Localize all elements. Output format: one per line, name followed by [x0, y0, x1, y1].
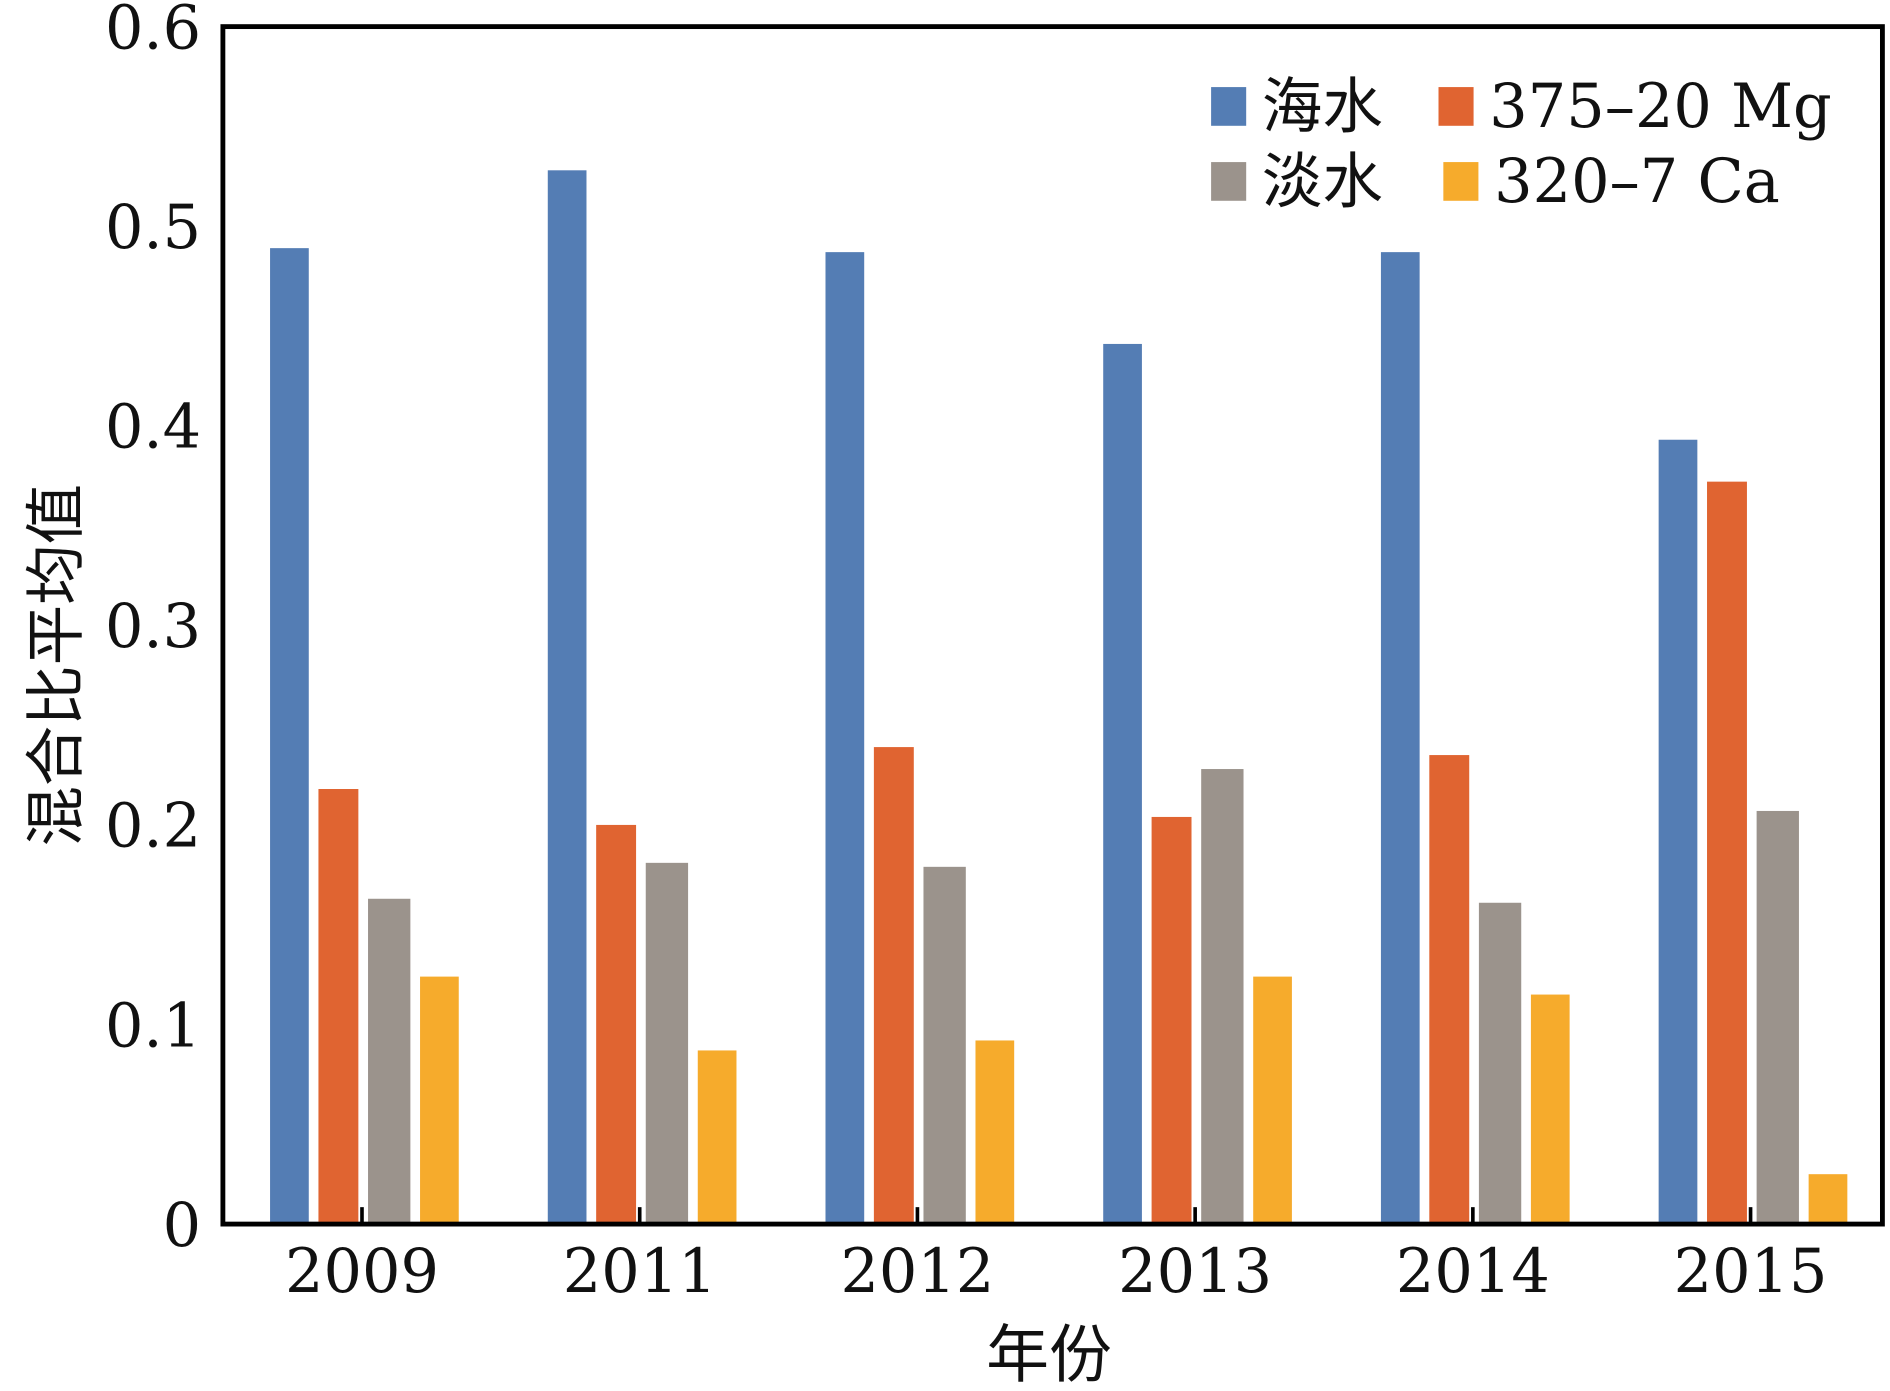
- bar-2013-3: [1253, 976, 1292, 1225]
- y-tick-label: 0: [163, 1191, 201, 1261]
- bar-2014-2: [1478, 902, 1522, 1225]
- bar-2013-1: [1151, 816, 1192, 1225]
- bar-2009-0: [270, 248, 309, 1225]
- bar-2013-2: [1201, 769, 1244, 1225]
- bar-2012-1: [873, 747, 914, 1225]
- legend-swatch: [1211, 162, 1247, 201]
- y-ticks: 0 0.1 0.2 0.3 0.4 0.5 0.6: [105, 0, 201, 1261]
- x-tick-label: 2015: [1674, 1237, 1828, 1307]
- legend-label: 375–20 Mg: [1489, 72, 1831, 142]
- bar-2015-2: [1756, 810, 1799, 1225]
- bar-2011-0: [547, 170, 587, 1225]
- x-axis-label: 年份: [986, 1318, 1112, 1391]
- bar-2014-3: [1530, 994, 1570, 1225]
- legend: 海水 375–20 Mg 淡水 320–7 Ca: [1211, 72, 1832, 217]
- x-tick-label: 2013: [1118, 1237, 1272, 1307]
- legend-label: 320–7 Ca: [1494, 147, 1780, 217]
- x-tick-label: 2009: [285, 1237, 439, 1307]
- bar-2014-0: [1380, 252, 1420, 1225]
- y-tick-label: 0.6: [105, 0, 201, 63]
- y-tick-label: 0.2: [105, 792, 201, 862]
- bar-2009-3: [420, 976, 459, 1225]
- bar-2012-2: [923, 866, 966, 1225]
- bar-2009-1: [318, 788, 359, 1225]
- x-tick-label: 2011: [563, 1237, 717, 1307]
- bar-2015-3: [1808, 1174, 1848, 1225]
- bar-2015-0: [1658, 439, 1698, 1225]
- bar-2012-0: [825, 252, 865, 1225]
- bar-2011-2: [645, 862, 689, 1225]
- legend-swatch: [1438, 87, 1474, 126]
- bar-2011-3: [697, 1050, 737, 1225]
- plot-frame: [220, 24, 1885, 1227]
- y-tick-label: 0.5: [105, 193, 201, 263]
- bar-2015-1: [1707, 481, 1747, 1225]
- bar-2009-2: [368, 898, 411, 1225]
- bar-2014-1: [1429, 755, 1470, 1225]
- legend-swatch: [1443, 162, 1479, 201]
- y-tick-label: 0.3: [105, 592, 201, 662]
- bar-2011-1: [596, 824, 637, 1225]
- y-tick-label: 0.1: [105, 991, 201, 1061]
- y-tick-label: 0.4: [105, 393, 201, 463]
- bars-layer: [270, 170, 1848, 1225]
- bar-2013-0: [1103, 343, 1142, 1225]
- x-ticks: 2009 2011 2012 2013 2014 2015: [285, 1207, 1828, 1307]
- x-tick-label: 2012: [840, 1237, 994, 1307]
- y-axis-label: 混合比平均值: [22, 484, 92, 847]
- legend-swatch: [1211, 87, 1247, 126]
- bar-2012-3: [975, 1040, 1015, 1225]
- x-tick-label: 2014: [1396, 1237, 1550, 1307]
- legend-label: 海水: [1262, 72, 1383, 142]
- legend-label: 淡水: [1262, 147, 1383, 217]
